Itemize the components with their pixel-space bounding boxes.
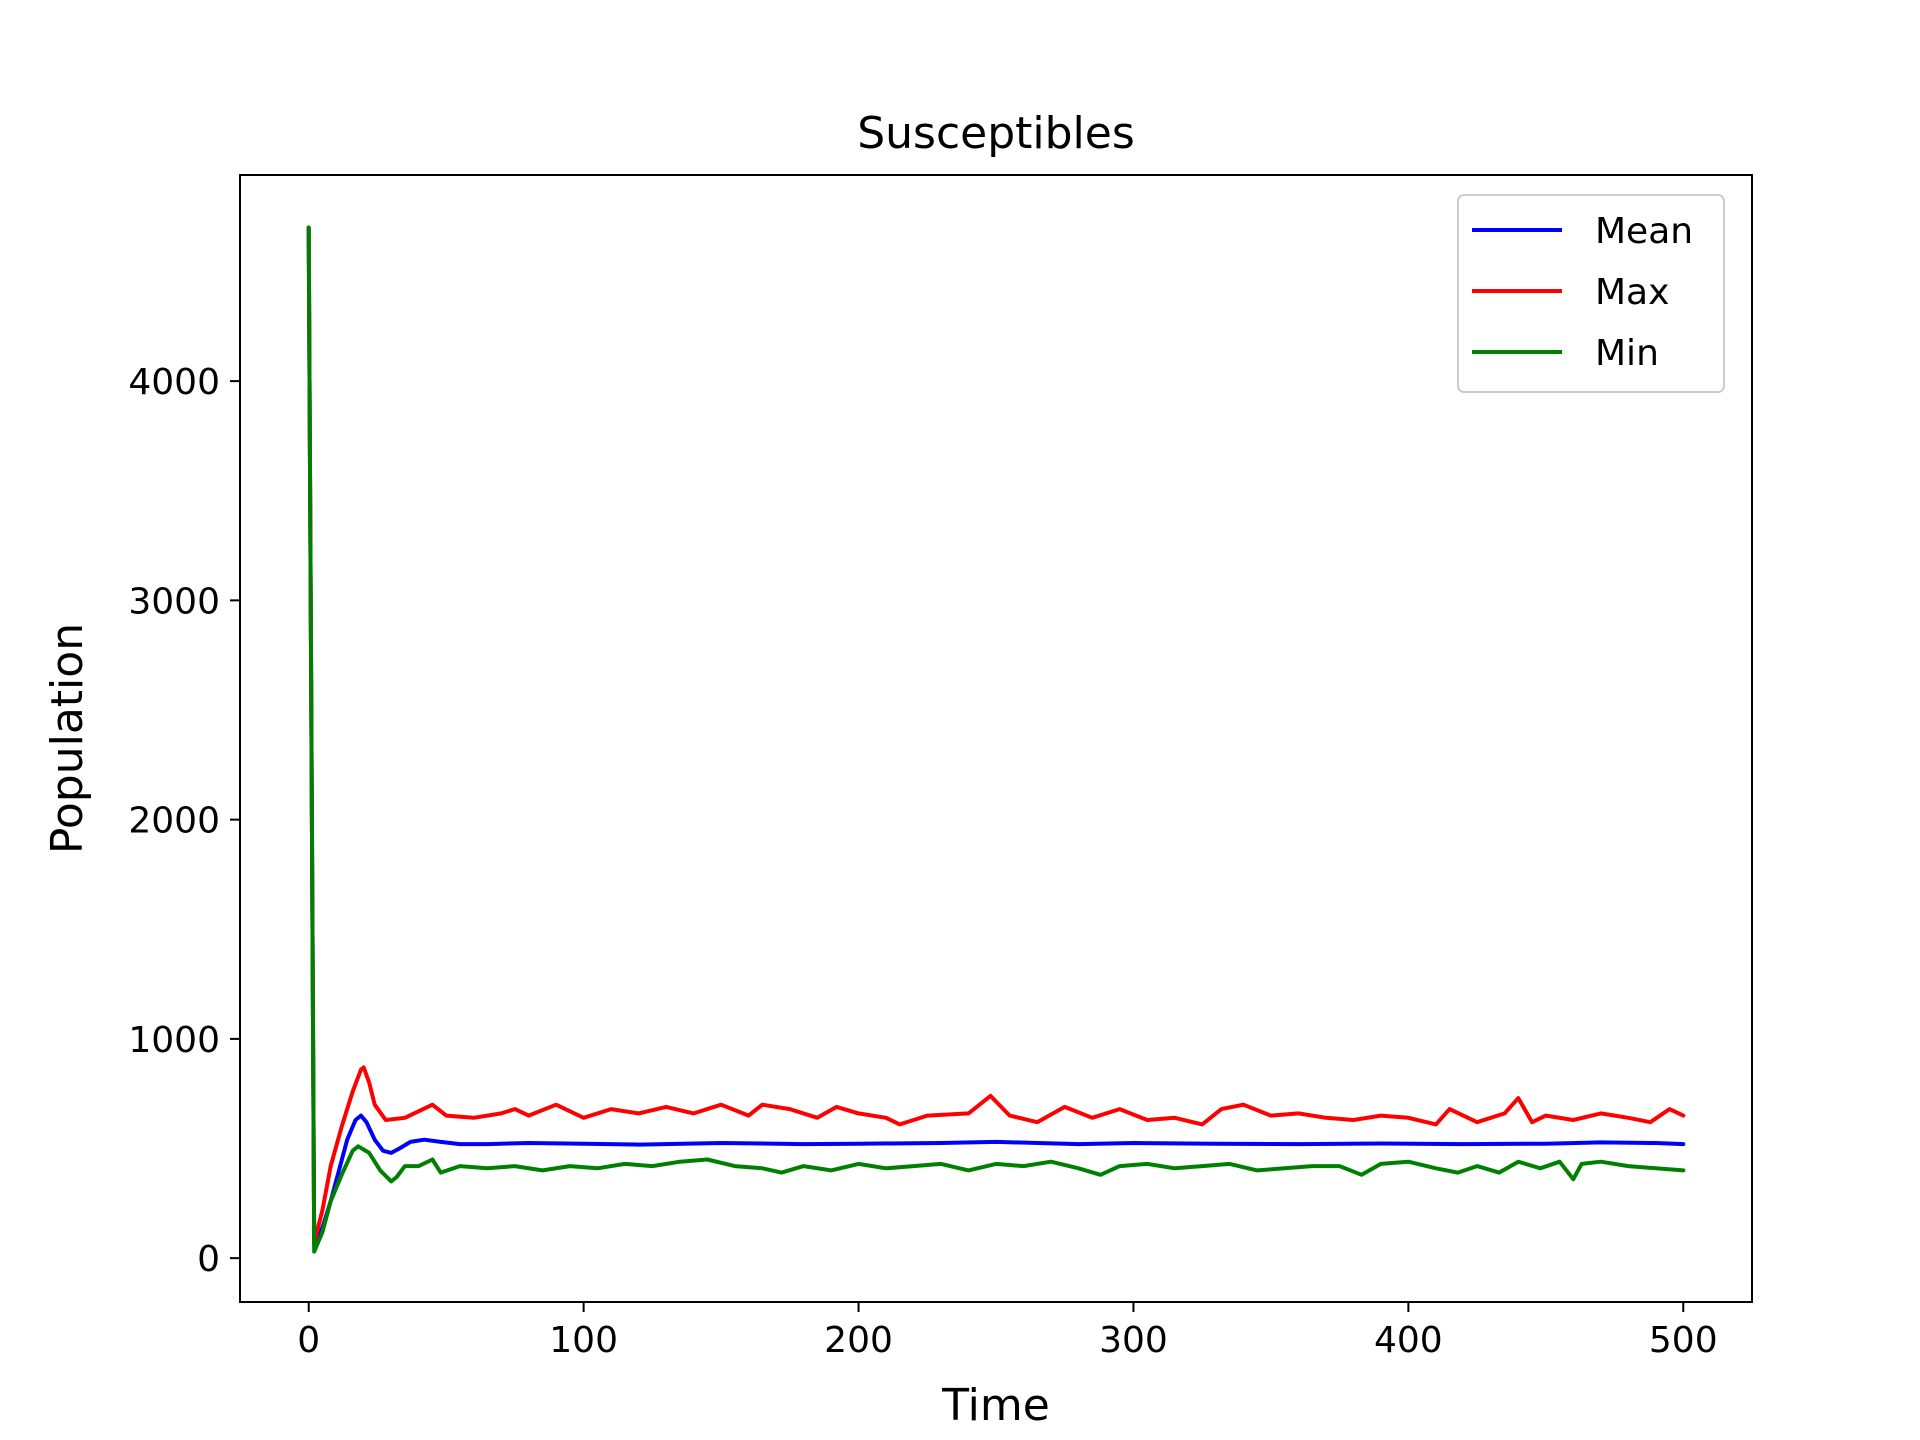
x-tick-label: 200 xyxy=(824,1320,893,1361)
x-axis: 0 100 200 300 400 500 xyxy=(297,1302,1718,1361)
plot-lines xyxy=(306,225,1686,1254)
y-tick-label: 2000 xyxy=(128,801,220,842)
y-tick-label: 1000 xyxy=(128,1020,220,1061)
plot-frame xyxy=(239,174,1753,1303)
y-axis-label: Population xyxy=(42,623,93,854)
x-tick-label: 500 xyxy=(1649,1320,1718,1361)
series-line-max xyxy=(306,225,1686,1245)
x-tick-label: 400 xyxy=(1374,1320,1443,1361)
x-axis-label: Time xyxy=(941,1380,1050,1431)
x-tick-label: 100 xyxy=(549,1320,618,1361)
y-tick-label: 0 xyxy=(197,1239,220,1280)
y-tick-label: 3000 xyxy=(128,581,220,622)
y-tick-label: 4000 xyxy=(128,362,220,403)
y-axis: 0 1000 2000 3000 4000 xyxy=(128,362,240,1280)
legend-box xyxy=(1457,194,1725,393)
legend: Mean Max Min xyxy=(1457,194,1725,393)
x-tick-label: 300 xyxy=(1099,1320,1168,1361)
legend-label-min: Min xyxy=(1595,333,1659,374)
series-line-min xyxy=(306,225,1686,1254)
series-line-mean xyxy=(306,225,1686,1247)
chart-title: Susceptibles xyxy=(857,108,1135,159)
legend-label-mean: Mean xyxy=(1595,211,1693,252)
x-tick-label: 0 xyxy=(297,1320,320,1361)
legend-label-max: Max xyxy=(1595,272,1669,313)
